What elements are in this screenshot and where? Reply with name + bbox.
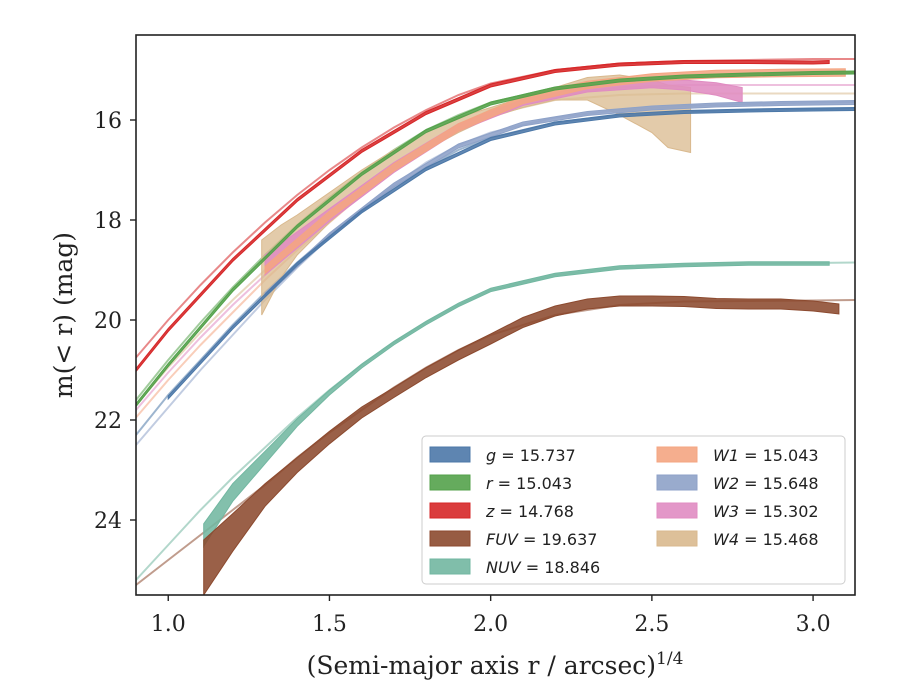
legend-swatch-g [429,446,471,463]
data-band-w3 [264,79,743,277]
legend-label-w3: W3 = 15.302 [713,502,819,521]
data-band-r [136,70,855,408]
legend: g = 15.737 r = 15.043 z = 14.768 FUV = 19.6… [421,435,846,585]
legend-swatch-w2 [656,474,698,491]
plot-area [136,58,855,595]
data-band-g [167,106,855,401]
x-tick-label: 2.0 [473,612,508,637]
y-tick-label: 22 [94,409,122,434]
legend-label-fuv: FUV = 19.637 [486,530,597,549]
legend-label-w1: W1 = 15.043 [713,446,819,465]
x-tick-label: 1.0 [151,612,186,637]
y-tick-label: 18 [94,209,122,234]
legend-label-w4: W4 = 15.468 [713,530,819,549]
x-tick-label: 2.5 [634,612,669,637]
data-band-w2 [264,99,855,299]
legend-swatch-w4 [656,530,698,547]
legend-label-g: g = 15.737 [486,446,576,465]
legend-swatch-r [429,474,471,491]
legend-swatch-w3 [656,502,698,519]
data-band-nuv [203,261,830,548]
x-axis-label: (Semi-major axis r / arcsec)1/4 [307,649,684,680]
legend-swatch-z [429,502,471,519]
legend-swatch-fuv [429,530,471,547]
legend-label-w2: W2 = 15.648 [713,474,819,493]
y-tick-label: 16 [94,109,122,134]
x-axis-label-text: (Semi-major axis r / arcsec) [307,651,656,680]
legend-label-nuv: NUV = 18.846 [486,558,600,577]
legend-swatch-w1 [656,446,698,463]
x-tick-label: 3.0 [796,612,831,637]
data-band-z [136,59,830,373]
axis-ticks: 1.0 1.5 2.0 2.5 3.0 16 18 20 22 24 [94,109,831,637]
data-band-fuv [203,295,840,595]
y-tick-label: 20 [94,309,122,334]
plot-frame [135,34,856,596]
data-band-w1 [264,68,846,275]
x-tick-label: 1.5 [312,612,347,637]
legend-label-z: z = 14.768 [485,502,574,521]
legend-label-r: r = 15.043 [486,474,572,493]
legend-box [421,435,846,585]
y-tick-label: 24 [94,509,122,534]
x-axis-label-exponent: 1/4 [656,649,683,669]
y-axis-label: m(< r) (mag) [49,232,78,398]
legend-swatch-nuv [429,558,471,575]
